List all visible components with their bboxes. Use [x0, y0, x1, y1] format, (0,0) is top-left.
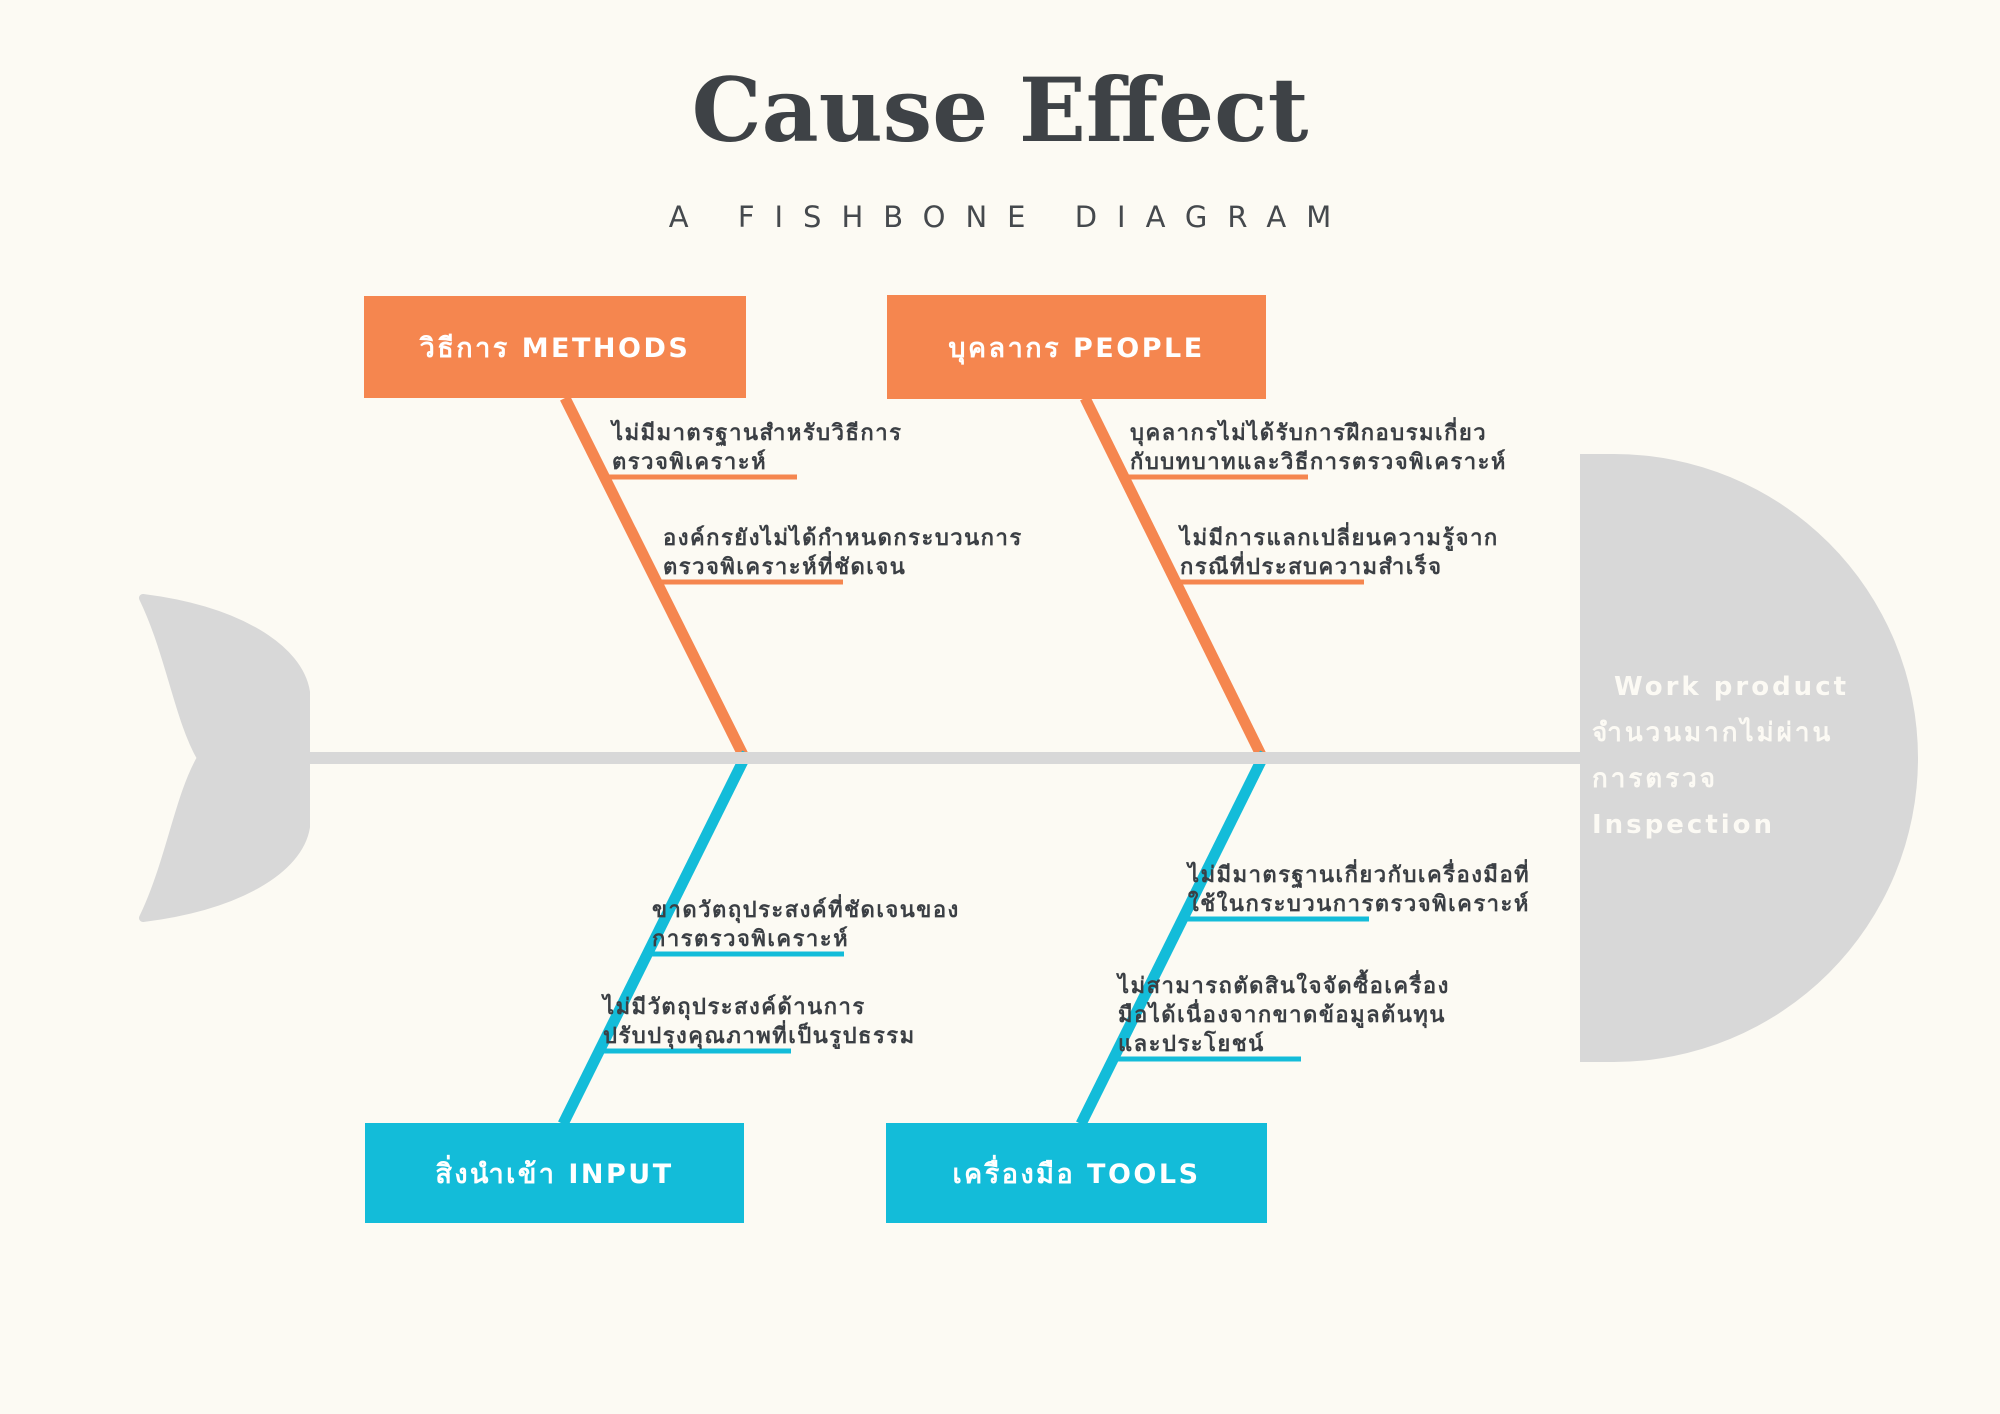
cause-label-tools-2: ไม่สามารถตัดสินใจจัดซื้อเครื่อง มือได้เน… — [1118, 972, 1450, 1059]
page-title: Cause Effect — [691, 58, 1309, 162]
cause-label-people-2: ไม่มีการแลกเปลี่ยนความรู้จาก กรณีที่ประส… — [1180, 524, 1499, 582]
effect-line: Inspection — [1592, 810, 1776, 840]
effect-line: Work product — [1614, 672, 1850, 702]
category-box-input: สิ่งนำเข้า INPUT — [365, 1123, 744, 1223]
cause-label-people-1: บุคลากรไม่ได้รับการฝึกอบรมเกี่ยว กับบทบา… — [1130, 419, 1507, 477]
category-label-input: สิ่งนำเข้า INPUT — [435, 1158, 674, 1190]
people-bone — [1080, 395, 1270, 766]
category-box-people: บุคลากร PEOPLE — [887, 295, 1266, 399]
cause-line: ไม่มีการแลกเปลี่ยนความรู้จาก — [1180, 526, 1499, 551]
cause-line: ไม่สามารถตัดสินใจจัดซื้อเครื่อง — [1118, 974, 1450, 999]
cause-line: กับบทบาทและวิธีการตรวจพิเคราะห์ — [1130, 450, 1507, 475]
cause-line: การตรวจพิเคราะห์ — [652, 927, 850, 952]
cause-label-tools-1: ไม่มีมาตรฐานเกี่ยวกับเครื่องมือที่ ใช้ใน… — [1188, 861, 1530, 919]
category-box-methods: วิธีการ METHODS — [364, 296, 746, 398]
cause-label-input-1: ขาดวัตถุประสงค์ที่ชัดเจนของ การตรวจพิเคร… — [652, 896, 960, 954]
input-bone — [558, 750, 752, 1127]
cause-line: มือได้เนื่องจากขาดข้อมูลต้นทุน — [1118, 1003, 1446, 1028]
cause-line: และประโยชน์ — [1118, 1032, 1265, 1057]
cause-line: ปรับปรุงคุณภาพที่เป็นรูปธรรม — [603, 1024, 916, 1049]
cause-line: ใช้ในกระบวนการตรวจพิเคราะห์ — [1188, 892, 1530, 917]
cause-line: ตรวจพิเคราะห์ — [612, 450, 768, 475]
tools-bone — [1076, 750, 1270, 1127]
methods-bone — [560, 395, 752, 766]
category-label-people: บุคลากร PEOPLE — [948, 332, 1205, 364]
effect-line: การตรวจ — [1592, 764, 1718, 794]
cause-line: ขาดวัตถุประสงค์ที่ชัดเจนของ — [652, 898, 960, 923]
cause-line: กรณีที่ประสบความสำเร็จ — [1180, 555, 1443, 580]
cause-label-methods-1: ไม่มีมาตรฐานสำหรับวิธีการ ตรวจพิเคราะห์ — [612, 419, 902, 477]
cause-line: องค์กรยังไม่ได้กำหนดกระบวนการ — [663, 526, 1023, 551]
fishbone-spine — [298, 752, 1590, 764]
cause-line: ไม่มีมาตรฐานเกี่ยวกับเครื่องมือที่ — [1188, 863, 1531, 888]
cause-line: ตรวจพิเคราะห์ที่ชัดเจน — [663, 555, 907, 580]
category-label-tools: เครื่องมือ TOOLS — [952, 1158, 1201, 1190]
effect-line: จำนวนมากไม่ผ่าน — [1592, 718, 1834, 748]
fish-tail-shape — [139, 594, 310, 922]
cause-line: ไม่มีวัตถุประสงค์ด้านการ — [603, 995, 866, 1020]
page-subtitle: A FISHBONE DIAGRAM — [668, 200, 1352, 234]
cause-label-input-2: ไม่มีวัตถุประสงค์ด้านการ ปรับปรุงคุณภาพท… — [603, 993, 916, 1051]
category-box-tools: เครื่องมือ TOOLS — [886, 1123, 1267, 1223]
cause-line: ไม่มีมาตรฐานสำหรับวิธีการ — [612, 421, 903, 446]
fish-head-shape — [1580, 454, 1918, 1062]
cause-line: บุคลากรไม่ได้รับการฝึกอบรมเกี่ยว — [1130, 421, 1488, 446]
cause-label-methods-2: องค์กรยังไม่ได้กำหนดกระบวนการ ตรวจพิเครา… — [663, 524, 1023, 582]
category-label-methods: วิธีการ METHODS — [419, 332, 691, 364]
effect-label: Work product จำนวนมากไม่ผ่าน การตรวจ Ins… — [1592, 664, 1880, 848]
